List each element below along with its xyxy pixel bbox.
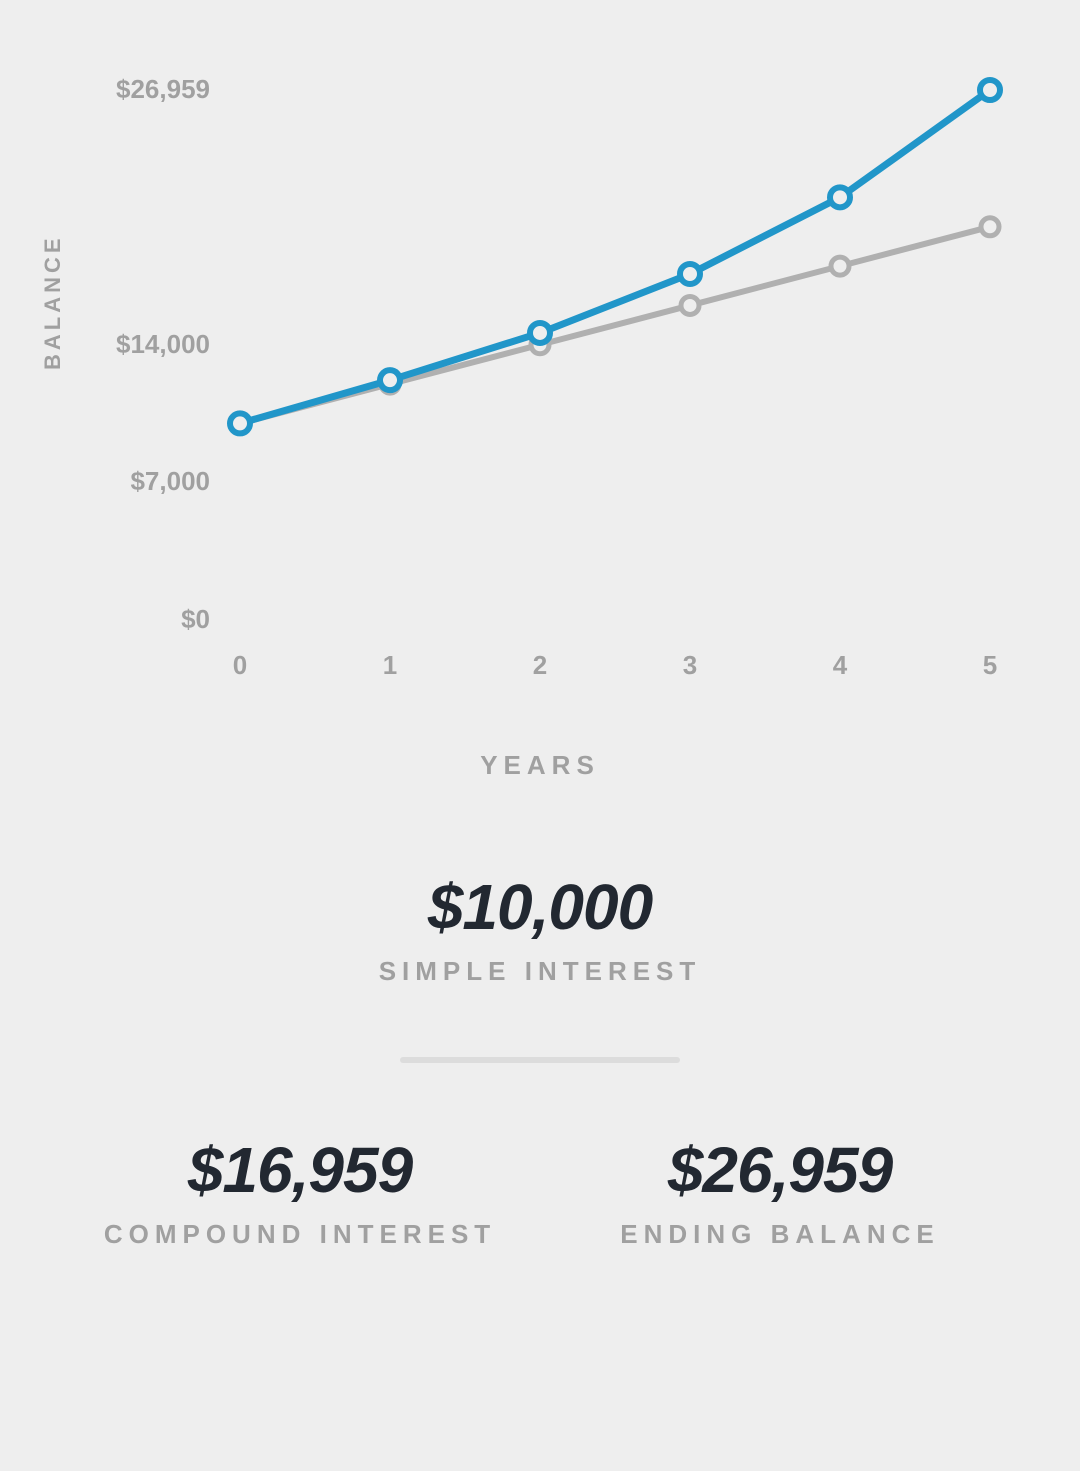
compound-marker	[380, 370, 400, 390]
compound-marker	[230, 413, 250, 433]
y-tick-label: $26,959	[100, 74, 210, 105]
simple-interest-label: SIMPLE INTEREST	[0, 956, 1080, 987]
compound-marker	[680, 264, 700, 284]
compound-interest-label: COMPOUND INTEREST	[60, 1219, 540, 1250]
compound-marker	[530, 323, 550, 343]
ending-balance-value: $26,959	[540, 1133, 1020, 1207]
compound-marker	[980, 80, 1000, 100]
stats-row: $16,959 COMPOUND INTEREST $26,959 ENDING…	[0, 1133, 1080, 1250]
simple-marker	[831, 257, 849, 275]
x-tick-label: 5	[983, 650, 997, 681]
compound-marker	[830, 187, 850, 207]
x-tick-label: 0	[233, 650, 247, 681]
simple-marker	[681, 296, 699, 314]
stats-divider	[400, 1057, 680, 1063]
ending-balance-stat: $26,959 ENDING BALANCE	[540, 1133, 1020, 1250]
compound-interest-value: $16,959	[60, 1133, 540, 1207]
x-tick-label: 4	[833, 650, 847, 681]
x-tick-label: 1	[383, 650, 397, 681]
y-tick-label: $0	[100, 604, 210, 635]
simple-marker	[981, 218, 999, 236]
simple-interest-value: $10,000	[0, 870, 1080, 944]
y-tick-label: $14,000	[100, 329, 210, 360]
ending-balance-label: ENDING BALANCE	[540, 1219, 1020, 1250]
stats-section: $10,000 SIMPLE INTEREST $16,959 COMPOUND…	[0, 870, 1080, 1250]
x-tick-label: 3	[683, 650, 697, 681]
balance-chart: BALANCE YEARS $0$7,000$14,000$26,9590123…	[0, 0, 1080, 800]
x-axis-title: YEARS	[0, 750, 1080, 781]
compound-interest-stat: $16,959 COMPOUND INTEREST	[60, 1133, 540, 1250]
y-tick-label: $7,000	[100, 466, 210, 497]
x-tick-label: 2	[533, 650, 547, 681]
simple-interest-stat: $10,000 SIMPLE INTEREST	[0, 870, 1080, 987]
